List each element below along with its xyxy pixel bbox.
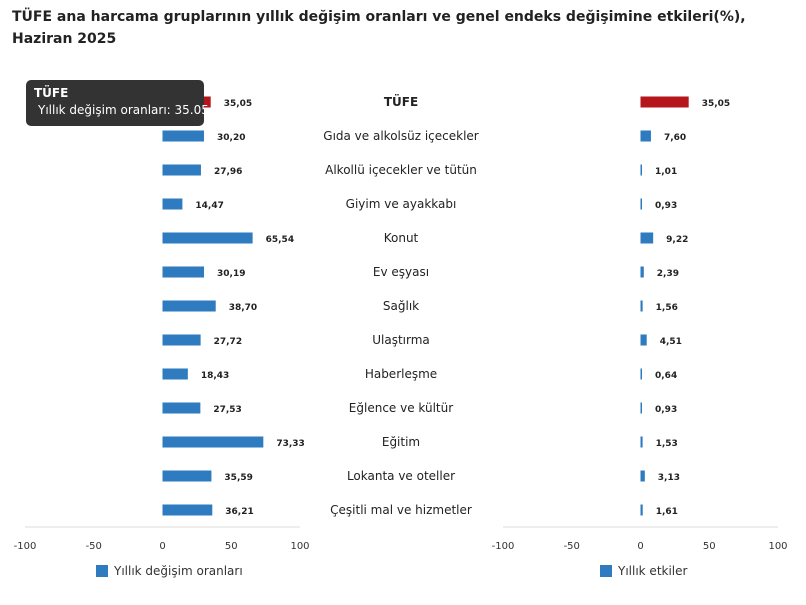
x-tick-label: 100 xyxy=(768,541,787,552)
category-label: Giyim ve ayakkabı xyxy=(346,197,457,211)
data-label: 14,47 xyxy=(195,201,223,211)
bar-1-8 xyxy=(640,368,642,380)
x-tick-label: -100 xyxy=(14,541,37,552)
bar-1-3 xyxy=(640,198,642,210)
legend-right[interactable]: Yıllık etkiler xyxy=(600,564,687,578)
bar-1-11 xyxy=(640,470,645,482)
data-label: 30,20 xyxy=(217,133,245,143)
tooltip-sep: : xyxy=(166,103,175,117)
tooltip-value: 35.05 xyxy=(174,103,209,117)
category-label: Konut xyxy=(384,231,419,245)
bar-0-3 xyxy=(162,198,183,210)
bar-0-12 xyxy=(162,504,213,516)
chart-tooltip: TÜFE Yıllık değişim oranları: 35.05 xyxy=(26,80,209,126)
data-label: 9,22 xyxy=(666,235,688,245)
category-label: Eğitim xyxy=(382,435,420,449)
data-label: 30,19 xyxy=(217,269,245,279)
bar-0-9 xyxy=(162,402,201,414)
bar-1-12 xyxy=(640,504,643,516)
legend-left[interactable]: Yıllık değişim oranları xyxy=(96,564,243,578)
data-label: 1,01 xyxy=(655,167,677,177)
bar-0-1 xyxy=(162,130,205,142)
x-tick-label: -50 xyxy=(564,541,580,552)
category-label: Sağlık xyxy=(383,299,419,313)
data-label: 7,60 xyxy=(664,133,686,143)
data-label: 18,43 xyxy=(201,371,229,381)
data-label: 3,13 xyxy=(658,473,680,483)
tooltip-row: Yıllık değişim oranları: 35.05 xyxy=(34,101,209,119)
x-tick-label: -50 xyxy=(86,541,102,552)
data-label: 1,53 xyxy=(656,439,678,449)
bar-0-7 xyxy=(162,334,201,346)
data-label: 35,05 xyxy=(702,99,730,109)
x-tick-label: -100 xyxy=(492,541,515,552)
x-tick-label: 50 xyxy=(225,541,238,552)
bar-1-6 xyxy=(640,300,643,312)
bar-1-9 xyxy=(640,402,642,414)
legend-label-right: Yıllık etkiler xyxy=(618,564,688,578)
bar-0-4 xyxy=(162,232,253,244)
tooltip-series: Yıllık değişim oranları xyxy=(38,103,167,117)
x-tick-label: 100 xyxy=(290,541,309,552)
data-label: 65,54 xyxy=(266,235,294,245)
data-label: 27,53 xyxy=(213,405,241,415)
bar-1-0 xyxy=(640,96,689,108)
data-label: 27,96 xyxy=(214,167,242,177)
data-label: 35,59 xyxy=(224,473,252,483)
data-label: 27,72 xyxy=(214,337,242,347)
data-label: 1,56 xyxy=(656,303,678,313)
category-label: TÜFE xyxy=(384,94,418,109)
tooltip-title: TÜFE xyxy=(34,86,69,100)
x-tick-label: 0 xyxy=(159,541,165,552)
data-label: 38,70 xyxy=(229,303,257,313)
data-label: 73,33 xyxy=(276,439,304,449)
bar-1-10 xyxy=(640,436,643,448)
bar-1-2 xyxy=(640,164,642,176)
data-label: 0,93 xyxy=(655,405,677,415)
bar-0-2 xyxy=(162,164,201,176)
bar-0-10 xyxy=(162,436,264,448)
legend-swatch-left xyxy=(96,565,108,577)
data-label: 36,21 xyxy=(225,507,253,517)
data-label: 0,93 xyxy=(655,201,677,211)
bar-0-5 xyxy=(162,266,205,278)
data-label: 35,05 xyxy=(224,99,252,109)
bar-0-8 xyxy=(162,368,188,380)
chart-title: TÜFE ana harcama gruplarının yıllık deği… xyxy=(12,9,746,47)
category-label: Gıda ve alkolsüz içecekler xyxy=(323,129,479,143)
data-label: 4,51 xyxy=(660,337,682,347)
category-label: Ulaştırma xyxy=(372,333,430,347)
bar-1-5 xyxy=(640,266,644,278)
bar-0-6 xyxy=(162,300,216,312)
bar-1-4 xyxy=(640,232,654,244)
bar-1-7 xyxy=(640,334,647,346)
data-label: 0,64 xyxy=(655,371,677,381)
category-label: Lokanta ve oteller xyxy=(347,469,455,483)
category-label: Alkollü içecekler ve tütün xyxy=(325,163,477,177)
bar-0-11 xyxy=(162,470,212,482)
bar-1-1 xyxy=(640,130,651,142)
legend-label-left: Yıllık değişim oranları xyxy=(114,564,243,578)
category-label: Ev eşyası xyxy=(373,265,429,279)
category-label: Haberleşme xyxy=(365,367,437,381)
legend-swatch-right xyxy=(600,565,612,577)
data-label: 1,61 xyxy=(656,507,678,517)
x-tick-label: 0 xyxy=(637,541,643,552)
data-label: 2,39 xyxy=(657,269,679,279)
category-label: Çeşitli mal ve hizmetler xyxy=(330,503,472,517)
x-tick-label: 50 xyxy=(703,541,716,552)
category-label: Eğlence ve kültür xyxy=(349,401,453,415)
